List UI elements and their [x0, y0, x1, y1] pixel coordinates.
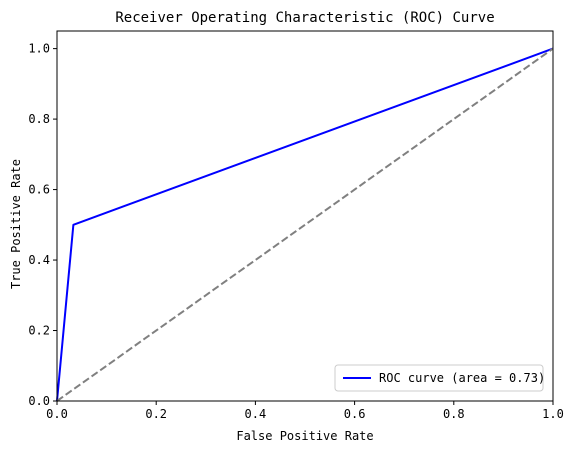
y-tick-label: 0.8	[28, 112, 50, 126]
y-tick-label: 0.0	[28, 394, 50, 408]
x-tick-label: 0.8	[443, 407, 465, 421]
legend-entry-label: ROC curve (area = 0.73)	[379, 371, 545, 385]
axes: 0.0 0.2 0.4 0.6 0.8 1.0 0.0 0.2 0.4 0.6 0.8 1.0	[28, 30, 564, 421]
y-tick-label: 0.2	[28, 324, 50, 338]
roc-curve-line	[56, 47, 554, 402]
x-tick-label: 0.0	[46, 407, 68, 421]
y-axis-label: True Positive Rate	[9, 159, 23, 289]
legend: ROC curve (area = 0.73)	[334, 364, 545, 392]
plot-area	[56, 47, 554, 402]
y-tick-label: 1.0	[28, 42, 50, 56]
y-tick-label: 0.4	[28, 253, 50, 267]
x-tick-label: 0.6	[344, 407, 366, 421]
x-tick-label: 0.4	[245, 407, 267, 421]
diagonal-reference-line	[56, 47, 554, 402]
legend-box	[334, 364, 544, 392]
x-axis-label: False Positive Rate	[236, 429, 373, 443]
y-tick-label: 0.6	[28, 183, 50, 197]
plot-frame	[56, 30, 554, 402]
chart-title: Receiver Operating Characteristic (ROC) …	[115, 10, 494, 26]
x-tick-label: 0.2	[145, 407, 167, 421]
x-tick-label: 1.0	[542, 407, 564, 421]
